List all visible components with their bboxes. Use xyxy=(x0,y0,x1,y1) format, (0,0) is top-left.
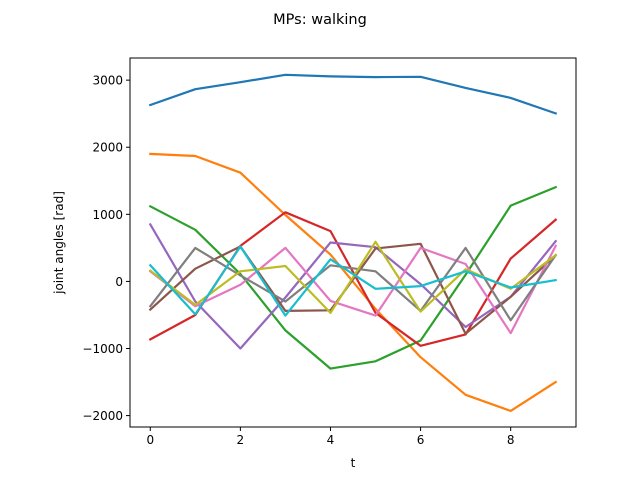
y-tick-label: 0 xyxy=(115,275,123,289)
series-line-3 xyxy=(148,185,558,370)
y-tick-label: −1000 xyxy=(82,342,123,356)
series-line-7 xyxy=(148,244,558,335)
y-tick-label: 3000 xyxy=(92,74,123,88)
y-tick-label: −2000 xyxy=(82,409,123,423)
x-tick-label: 6 xyxy=(417,433,425,447)
y-axis-ticks: −2000 −1000 0 1000 2000 3000 xyxy=(82,74,130,423)
plot-frame xyxy=(129,57,577,428)
series-line-2 xyxy=(149,152,558,412)
series-line-10 xyxy=(148,245,557,317)
chart-title: MPs: walking xyxy=(273,12,367,28)
x-axis-label: t xyxy=(351,456,356,470)
series-line-8 xyxy=(148,246,558,322)
x-tick-label: 4 xyxy=(327,433,335,447)
x-tick-label: 0 xyxy=(146,433,154,447)
y-tick-label: 1000 xyxy=(92,208,123,222)
y-axis-label: joint angles [rad] xyxy=(52,191,66,295)
y-tick-label: 2000 xyxy=(92,141,123,155)
series-layer xyxy=(148,73,558,412)
x-tick-label: 8 xyxy=(507,433,515,447)
series-line-5 xyxy=(148,222,558,350)
series-line-1 xyxy=(148,73,558,115)
x-tick-label: 2 xyxy=(237,433,245,447)
x-axis-ticks: 0 2 4 6 8 xyxy=(146,427,514,447)
